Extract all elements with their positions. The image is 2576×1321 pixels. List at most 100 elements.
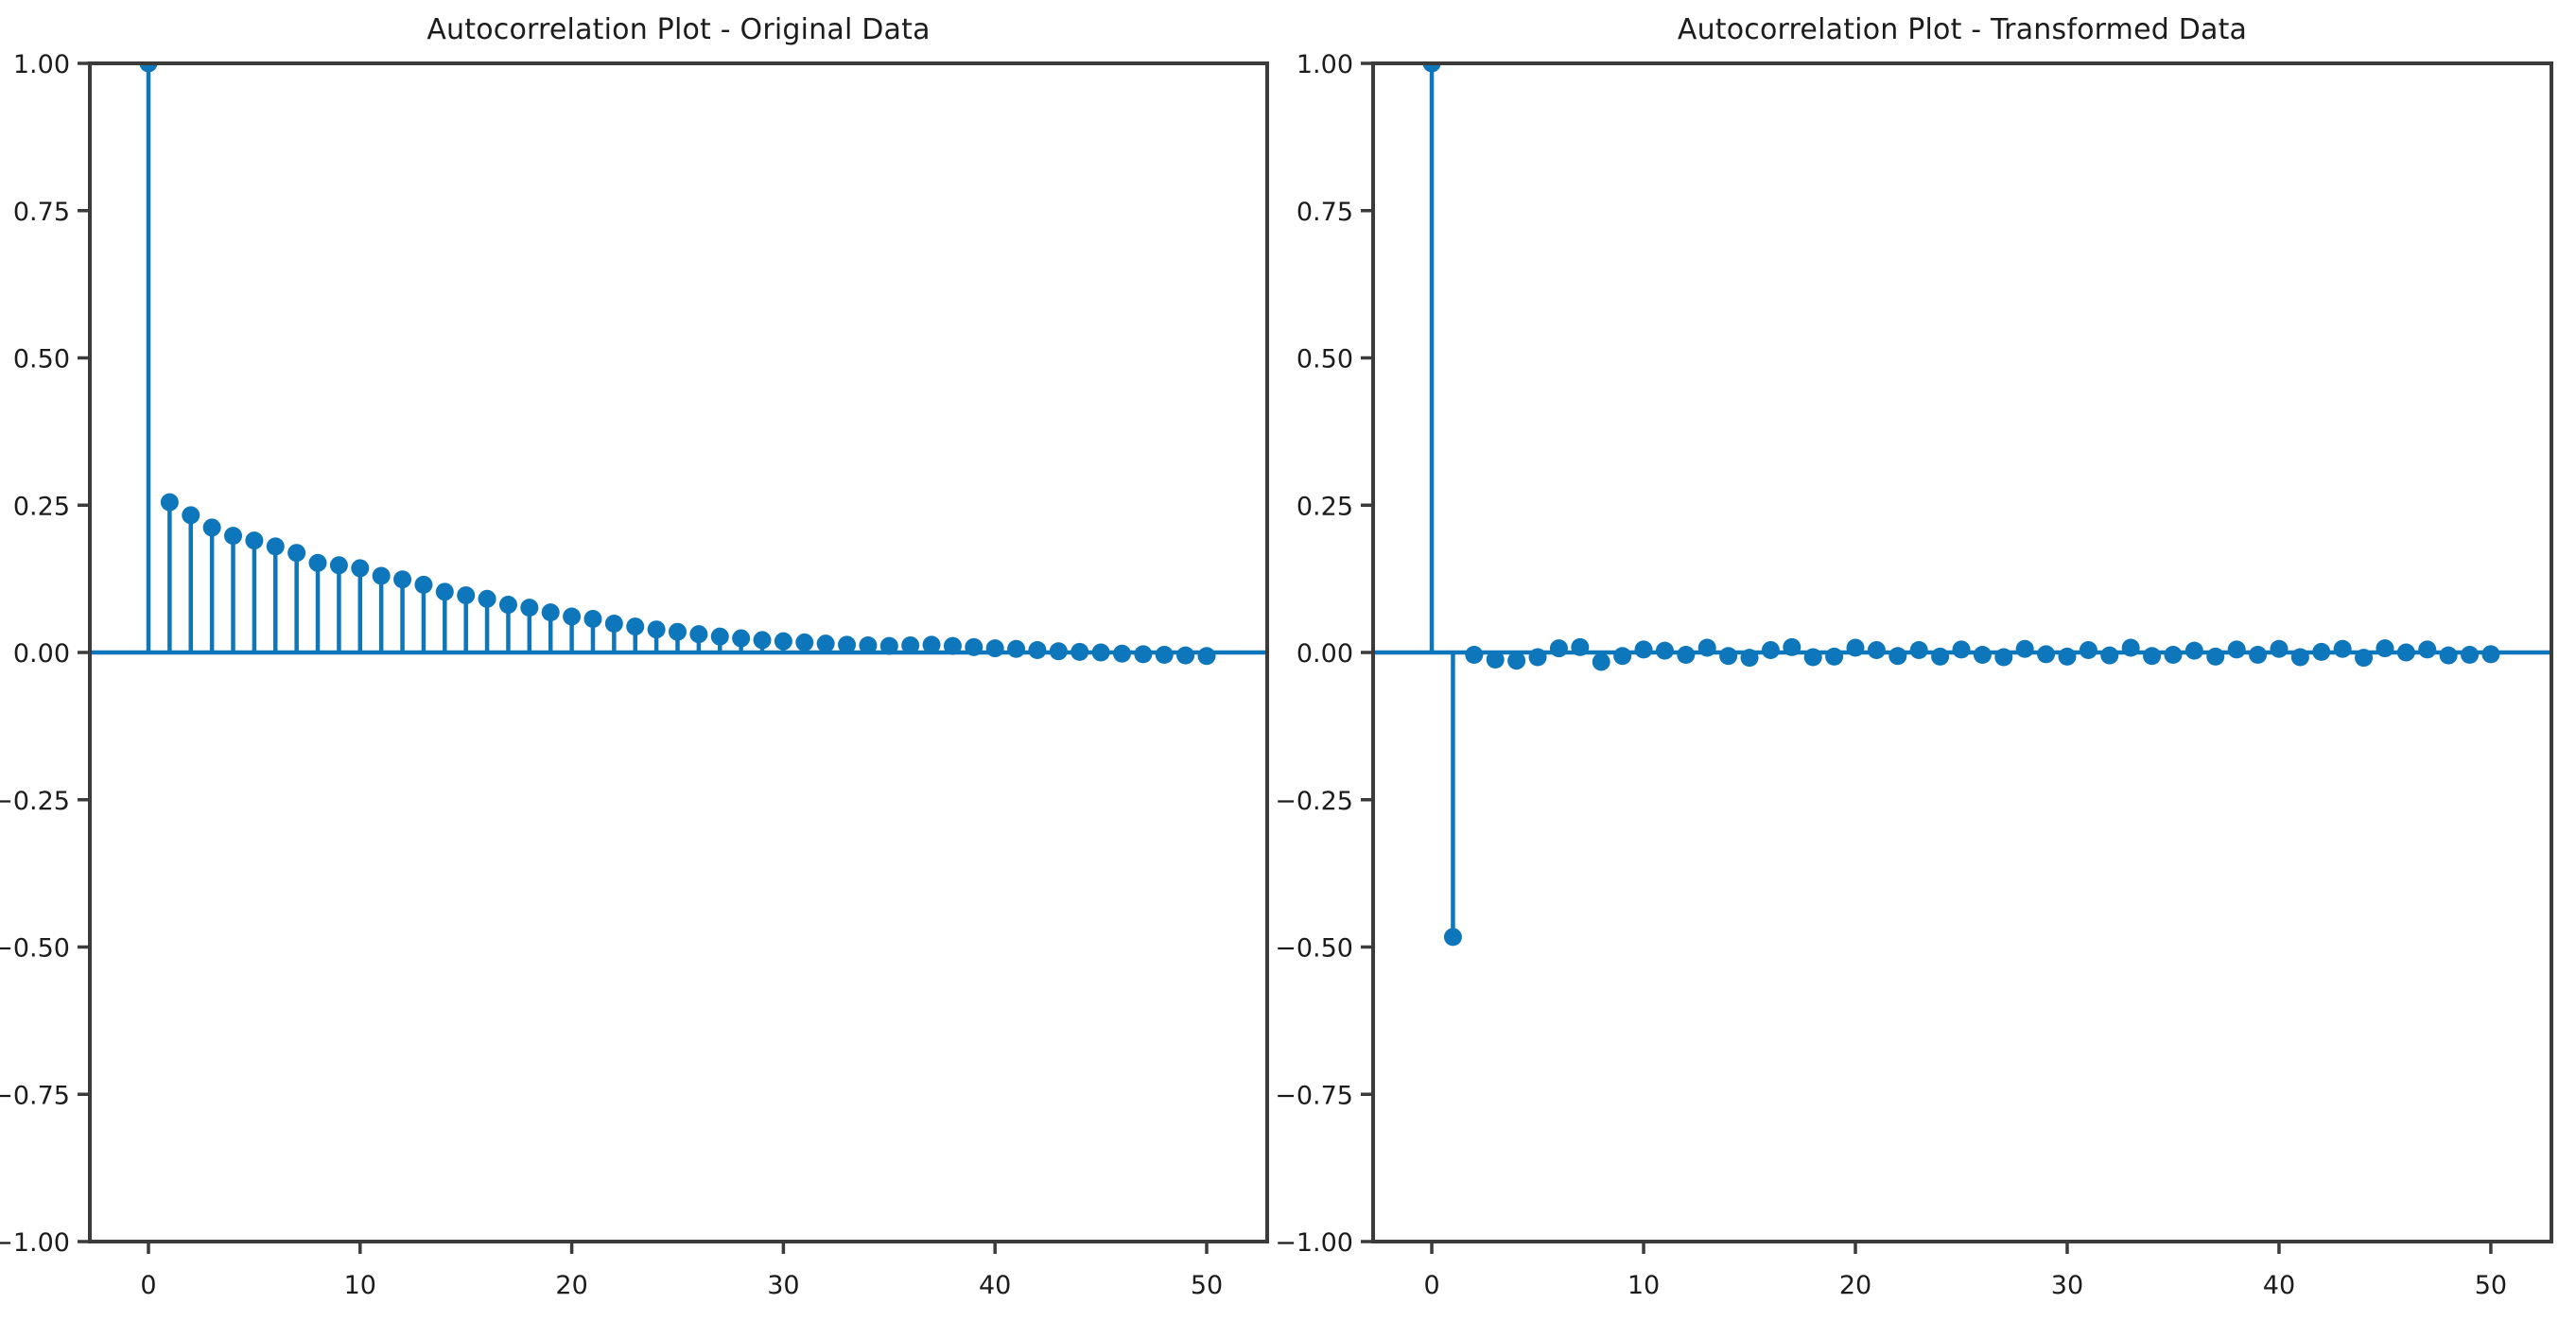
stem-marker — [816, 634, 835, 653]
x-tick-label: 10 — [344, 1271, 376, 1300]
stem-marker — [604, 614, 623, 633]
stem-marker — [1783, 637, 1801, 656]
stem-marker — [2037, 645, 2056, 664]
x-tick-label: 10 — [1627, 1271, 1660, 1300]
stem-marker — [351, 559, 370, 578]
y-tick-label: −1.00 — [0, 1228, 70, 1258]
stem-marker — [2396, 643, 2415, 662]
stem-marker — [2227, 640, 2246, 659]
x-tick-label: 20 — [1839, 1271, 1871, 1300]
stem-marker — [1422, 63, 1441, 73]
stem-marker — [2439, 646, 2458, 665]
stem-marker — [1655, 641, 1674, 660]
y-tick-label: 0.25 — [1297, 492, 1353, 521]
stem-marker — [647, 620, 666, 639]
x-tick-label: 20 — [555, 1271, 587, 1300]
stem-marker — [1909, 641, 1928, 660]
y-tick-label: 0.50 — [13, 345, 70, 374]
y-tick-label: −0.50 — [1275, 934, 1353, 964]
stem-marker — [2079, 641, 2097, 660]
stem-marker — [1007, 639, 1026, 658]
y-tick-label: 1.00 — [1297, 50, 1353, 79]
stem-marker — [2481, 645, 2500, 664]
y-tick-label: 0.00 — [1297, 639, 1353, 669]
stem-marker — [414, 575, 433, 594]
stem-marker — [266, 537, 285, 556]
stem-marker — [732, 629, 751, 648]
stem-marker — [1888, 647, 1907, 666]
stem-marker — [1486, 650, 1505, 669]
y-tick-label: 0.25 — [13, 492, 70, 521]
stem-marker — [689, 625, 708, 644]
y-tick-label: 0.00 — [13, 639, 70, 669]
stem-marker — [1994, 648, 2013, 667]
y-tick-label: −0.50 — [0, 934, 70, 964]
stem-marker — [965, 637, 983, 656]
y-tick-label: −1.00 — [1275, 1228, 1353, 1258]
stem-marker — [922, 635, 941, 654]
stem-marker — [753, 631, 772, 650]
stem-marker — [1049, 642, 1068, 661]
stem-marker — [2249, 645, 2268, 664]
stem-marker — [879, 636, 898, 655]
stem-marker — [245, 531, 264, 550]
stem-marker — [1952, 640, 1971, 659]
stem-marker — [774, 632, 792, 651]
stem-marker — [2312, 642, 2331, 661]
stem-series — [90, 63, 1267, 666]
stem-marker — [1176, 646, 1195, 665]
stem-marker — [329, 556, 348, 575]
stem-marker — [2184, 641, 2203, 660]
stem-marker — [1719, 647, 1738, 666]
stem-marker — [139, 63, 158, 73]
stem-marker — [1613, 647, 1632, 666]
stem-marker — [838, 635, 857, 654]
stem-marker — [202, 518, 221, 537]
stem-marker — [1112, 644, 1131, 663]
stem-marker — [2100, 646, 2119, 665]
x-tick-label: 0 — [1423, 1271, 1439, 1300]
stem-marker — [1571, 637, 1590, 656]
stem-marker — [1761, 641, 1780, 660]
stem-marker — [1443, 928, 1462, 947]
x-tick-label: 30 — [767, 1271, 799, 1300]
stem-marker — [2333, 639, 2352, 658]
stem-marker — [2376, 639, 2394, 658]
stem-marker — [1507, 652, 1526, 670]
stem-marker — [478, 589, 496, 608]
stem-marker — [1740, 649, 1759, 668]
stem-marker — [2290, 648, 2309, 667]
stem-marker — [1549, 639, 1568, 658]
stem-marker — [583, 609, 602, 628]
stem-marker — [393, 570, 412, 589]
stem-marker — [2164, 645, 2183, 664]
stem-marker — [520, 599, 539, 617]
stem-marker — [1973, 645, 1992, 664]
y-tick-label: 0.75 — [13, 198, 70, 227]
stem-marker — [2015, 639, 2034, 658]
x-tick-label: 50 — [2475, 1271, 2507, 1300]
y-tick-label: 0.75 — [1297, 198, 1353, 227]
stem-marker — [1867, 641, 1886, 660]
stem-marker — [1465, 645, 1484, 664]
stem-marker — [1528, 648, 1547, 667]
stem-marker — [985, 639, 1004, 658]
stem-marker — [2206, 647, 2225, 666]
y-tick-label: 0.50 — [1297, 345, 1353, 374]
stem-marker — [943, 636, 962, 655]
stem-series — [1373, 63, 2551, 947]
stem-marker — [1634, 640, 1653, 659]
stem-marker — [2418, 640, 2437, 659]
stem-marker — [1070, 642, 1089, 661]
stem-marker — [1028, 641, 1047, 660]
stem-marker — [1825, 647, 1844, 666]
x-tick-label: 40 — [979, 1271, 1011, 1300]
y-tick-label: −0.25 — [1275, 787, 1353, 816]
stem-marker — [1091, 643, 1110, 662]
stem-marker — [1677, 645, 1696, 664]
stem-marker — [498, 596, 517, 615]
y-tick-label: 1.00 — [13, 50, 70, 79]
stem-marker — [541, 603, 560, 622]
stem-marker — [2058, 647, 2077, 666]
